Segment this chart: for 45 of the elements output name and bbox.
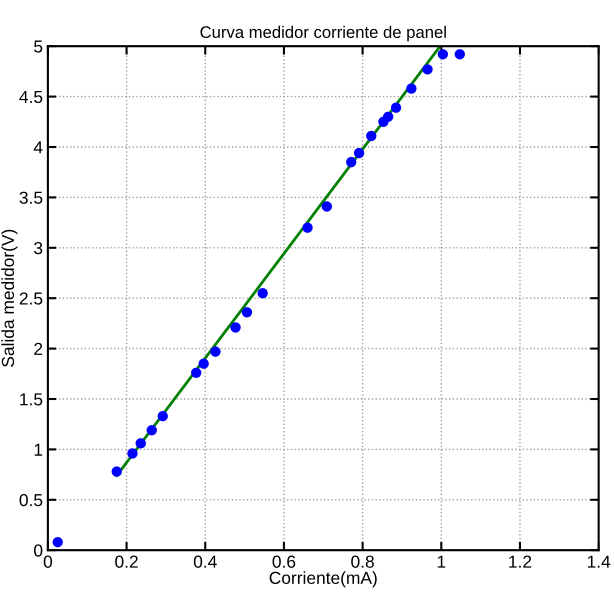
y-tick-label: 2 [34, 342, 42, 355]
x-tick-label: 0.6 [272, 556, 296, 568]
point [210, 346, 221, 357]
x-tick-label: 0.2 [115, 556, 138, 568]
point [322, 201, 332, 212]
y-tick-label: 1 [34, 444, 42, 456]
y-tick-label: 3 [34, 242, 42, 254]
point [454, 49, 465, 60]
chart-title: Curva medidor corriente de panel [200, 26, 446, 42]
point [146, 425, 157, 436]
point [382, 112, 394, 122]
y-tick-label: 2.5 [20, 292, 42, 305]
x-tick-label: 0 [44, 556, 52, 568]
point [406, 83, 417, 94]
point [366, 130, 376, 142]
point [112, 466, 122, 477]
point [257, 288, 268, 298]
y-tick-label: 1.5 [20, 393, 42, 406]
point [302, 222, 313, 233]
point [390, 102, 402, 113]
x-tick-label: 0.8 [351, 556, 374, 568]
point [136, 438, 146, 449]
point [422, 64, 433, 75]
y-tick-label: 0 [34, 544, 42, 557]
point [230, 322, 241, 333]
point [438, 49, 448, 60]
point [242, 307, 252, 318]
x-tick-label: 1.2 [509, 556, 532, 568]
x-axis-title: Corriente(mA) [270, 571, 377, 588]
y-tick-label: 4 [34, 141, 43, 154]
x-tick-label: 1 [438, 556, 446, 568]
point [52, 536, 63, 548]
x-tick-label: 1.4 [588, 556, 610, 568]
x-tick-label: 0.4 [194, 556, 217, 568]
point [198, 358, 209, 369]
y-axis-title: Salida medidor(V) [1, 230, 18, 367]
point [127, 448, 138, 459]
point [354, 148, 364, 158]
y-tick-label: 4.5 [19, 90, 42, 104]
y-tick-label: 5 [34, 40, 42, 53]
point [346, 156, 356, 168]
point [191, 368, 202, 378]
y-tick-label: 0.5 [20, 494, 42, 506]
y-tick-label: 3.5 [20, 192, 42, 204]
point [158, 410, 168, 422]
